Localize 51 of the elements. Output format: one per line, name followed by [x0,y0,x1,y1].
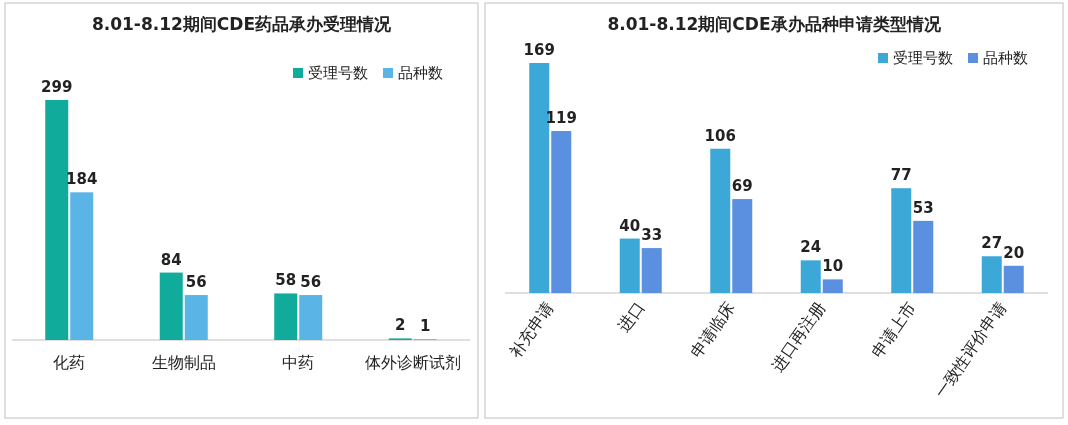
bar [710,148,731,293]
x-tick-label: 一致性评价申请 [930,298,1011,402]
bar [981,256,1002,293]
bar [1003,265,1024,293]
bar [70,192,94,340]
data-label: 299 [41,78,73,96]
bar [822,279,843,293]
x-tick-label: 进口 [614,298,649,336]
legend-label: 品种数 [983,49,1028,67]
data-label: 106 [704,126,736,145]
data-label: 53 [912,198,934,217]
x-tick-label: 体外诊断试剂 [364,353,461,372]
bar [45,100,69,340]
data-label: 27 [981,234,1003,253]
legend-label: 受理号数 [893,49,953,67]
data-label: 56 [300,273,322,292]
data-label: 1 [420,317,431,336]
chart-title: 8.01-8.12期间CDE承办品种申请类型情况 [607,14,942,34]
bar [800,260,821,293]
data-label: 24 [800,238,822,257]
data-label: 20 [1003,243,1025,262]
data-label: 58 [275,271,297,290]
legend-label: 品种数 [398,64,443,82]
x-tick-label: 化药 [53,353,86,372]
data-label: 33 [641,226,663,245]
data-label: 84 [160,250,182,269]
bar [551,131,572,293]
legend-label: 受理号数 [308,64,368,82]
bar [274,293,298,340]
data-label: 77 [890,166,912,185]
x-tick-label: 申请上市 [867,298,920,362]
data-label: 2 [395,316,406,335]
data-label: 40 [619,216,641,235]
bar [641,248,662,293]
x-tick-label: 申请临床 [686,298,739,362]
bar [299,295,323,340]
chart-title: 8.01-8.12期间CDE药品承办受理情况 [91,14,393,34]
bar [159,272,183,340]
x-tick-label: 进口再注册 [767,298,830,375]
bar [619,238,640,293]
data-label: 10 [822,257,844,276]
bar [732,199,753,293]
data-label: 169 [523,41,555,59]
bar [913,220,934,293]
x-tick-label: 生物制品 [151,353,216,372]
bar [891,188,912,293]
bar [184,295,208,340]
x-tick-label: 补充申请 [505,298,558,362]
data-label: 56 [185,273,207,292]
data-label: 69 [731,177,753,196]
x-tick-label: 中药 [282,353,315,372]
